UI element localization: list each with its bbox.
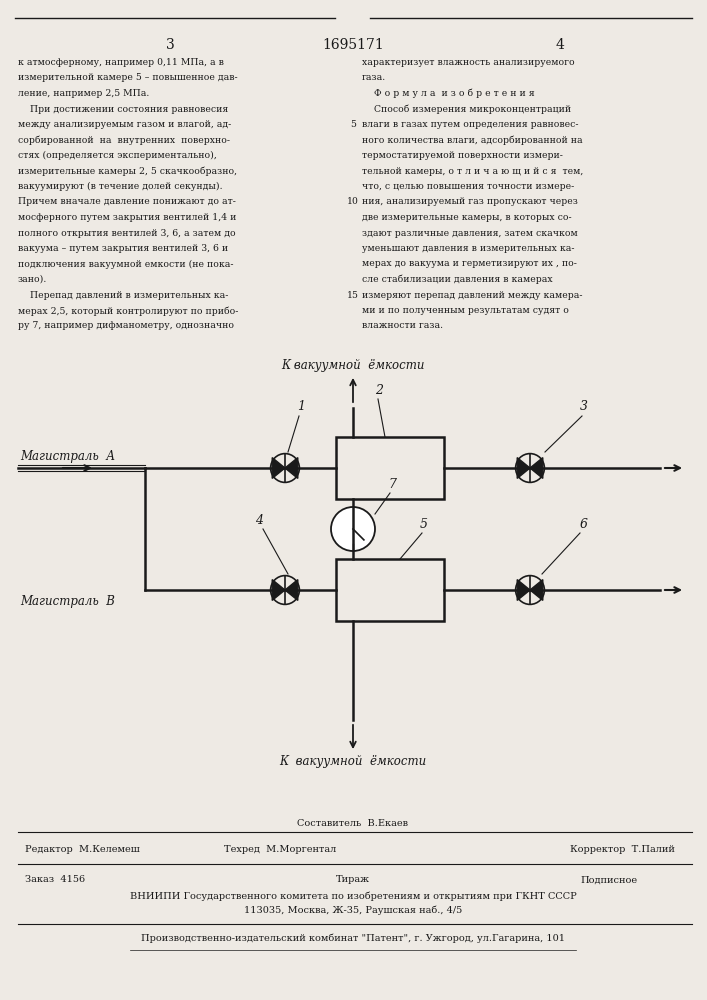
Text: что, с целью повышения точности измере-: что, с целью повышения точности измере- — [362, 182, 574, 191]
Text: мерах до вакуума и герметизируют их , по-: мерах до вакуума и герметизируют их , по… — [362, 259, 577, 268]
Text: измеряют перепад давлений между камера-: измеряют перепад давлений между камера- — [362, 290, 583, 300]
Text: между анализируемым газом и влагой, ад-: между анализируемым газом и влагой, ад- — [18, 120, 231, 129]
Polygon shape — [272, 580, 285, 600]
Text: Корректор  Т.Палий: Корректор Т.Палий — [570, 846, 675, 854]
Text: Техред  М.Моргентал: Техред М.Моргентал — [224, 846, 336, 854]
Text: влажности газа.: влажности газа. — [362, 322, 443, 330]
Text: 2: 2 — [375, 384, 383, 397]
Text: Заказ  4156: Заказ 4156 — [25, 876, 85, 884]
Text: две измерительные камеры, в которых со-: две измерительные камеры, в которых со- — [362, 213, 572, 222]
Text: Причем вначале давление понижают до ат-: Причем вначале давление понижают до ат- — [18, 198, 236, 207]
Text: 113035, Москва, Ж-35, Раушская наб., 4/5: 113035, Москва, Ж-35, Раушская наб., 4/5 — [244, 905, 462, 915]
Text: 1695171: 1695171 — [322, 38, 384, 52]
Text: ми и по полученным результатам судят о: ми и по полученным результатам судят о — [362, 306, 569, 315]
Text: стях (определяется экспериментально),: стях (определяется экспериментально), — [18, 151, 217, 160]
Text: характеризует влажность анализируемого: характеризует влажность анализируемого — [362, 58, 575, 67]
Text: вакуумируют (в течение долей секунды).: вакуумируют (в течение долей секунды). — [18, 182, 223, 191]
Text: 15: 15 — [347, 290, 359, 300]
Polygon shape — [285, 580, 298, 600]
Text: к атмосферному, например 0,11 МПа, а в: к атмосферному, например 0,11 МПа, а в — [18, 58, 224, 67]
Polygon shape — [285, 458, 298, 478]
Text: Перепад давлений в измерительных ка-: Перепад давлений в измерительных ка- — [18, 290, 228, 300]
Text: ния, анализируемый газ пропускают через: ния, анализируемый газ пропускают через — [362, 198, 578, 207]
Text: тельной камеры, о т л и ч а ю щ и й с я  тем,: тельной камеры, о т л и ч а ю щ и й с я … — [362, 166, 583, 176]
Text: 7: 7 — [388, 478, 396, 491]
Polygon shape — [272, 458, 285, 478]
Text: термостатируемой поверхности измери-: термостатируемой поверхности измери- — [362, 151, 563, 160]
Text: Составитель  В.Екаев: Составитель В.Екаев — [298, 819, 409, 828]
Text: Производственно-издательский комбинат "Патент", г. Ужгород, ул.Гагарина, 101: Производственно-издательский комбинат "П… — [141, 933, 565, 943]
Text: сорбированной  на  внутренних  поверхно-: сорбированной на внутренних поверхно- — [18, 135, 230, 145]
Text: вакуума – путем закрытия вентилей 3, 6 и: вакуума – путем закрытия вентилей 3, 6 и — [18, 244, 228, 253]
Text: подключения вакуумной емкости (не пока-: подключения вакуумной емкости (не пока- — [18, 259, 233, 269]
Polygon shape — [518, 580, 530, 600]
Text: сле стабилизации давления в камерах: сле стабилизации давления в камерах — [362, 275, 553, 284]
Text: измерительной камере 5 – повышенное дав-: измерительной камере 5 – повышенное дав- — [18, 74, 238, 83]
Text: здают различные давления, затем скачком: здают различные давления, затем скачком — [362, 229, 578, 237]
Text: мосферного путем закрытия вентилей 1,4 и: мосферного путем закрытия вентилей 1,4 и — [18, 213, 236, 222]
Bar — [336, 559, 444, 621]
Text: Тираж: Тираж — [336, 876, 370, 884]
Text: ВНИИПИ Государственного комитета по изобретениям и открытиям при ГКНТ СССР: ВНИИПИ Государственного комитета по изоб… — [129, 891, 576, 901]
Text: ру 7, например дифманометру, однозначно: ру 7, например дифманометру, однозначно — [18, 322, 234, 330]
Text: ление, например 2,5 МПа.: ление, например 2,5 МПа. — [18, 89, 149, 98]
Text: газа.: газа. — [362, 74, 386, 83]
Text: 5: 5 — [350, 120, 356, 129]
Text: 10: 10 — [347, 198, 359, 207]
Text: 4: 4 — [556, 38, 564, 52]
Text: Способ измерения микроконцентраций: Способ измерения микроконцентраций — [362, 104, 571, 114]
Polygon shape — [530, 458, 543, 478]
Text: мерах 2,5, который контролируют по прибо-: мерах 2,5, который контролируют по прибо… — [18, 306, 238, 316]
Text: полного открытия вентилей 3, 6, а затем до: полного открытия вентилей 3, 6, а затем … — [18, 229, 235, 237]
Text: уменьшают давления в измерительных ка-: уменьшают давления в измерительных ка- — [362, 244, 575, 253]
Text: 1: 1 — [297, 400, 305, 413]
Text: Редактор  М.Келемеш: Редактор М.Келемеш — [25, 846, 140, 854]
Text: Подписное: Подписное — [580, 876, 637, 884]
Text: К  вакуумной  ёмкости: К вакуумной ёмкости — [279, 755, 426, 768]
Text: Магистраль  В: Магистраль В — [20, 595, 115, 608]
Bar — [336, 437, 444, 499]
Polygon shape — [530, 580, 543, 600]
Text: влаги в газах путем определения равновес-: влаги в газах путем определения равновес… — [362, 120, 578, 129]
Polygon shape — [518, 458, 530, 478]
Text: 4: 4 — [255, 514, 263, 527]
Text: Ф о р м у л а  и з о б р е т е н и я: Ф о р м у л а и з о б р е т е н и я — [362, 89, 534, 99]
Text: измерительные камеры 2, 5 скачкообразно,: измерительные камеры 2, 5 скачкообразно, — [18, 166, 237, 176]
Text: зано).: зано). — [18, 275, 47, 284]
Text: 3: 3 — [580, 400, 588, 413]
Circle shape — [331, 507, 375, 551]
Text: При достижении состояния равновесия: При достижении состояния равновесия — [18, 104, 228, 113]
Text: Магистраль  А: Магистраль А — [20, 450, 115, 463]
Text: К вакуумной  ёмкости: К вакуумной ёмкости — [281, 359, 425, 372]
Text: ного количества влаги, адсорбированной на: ного количества влаги, адсорбированной н… — [362, 135, 583, 145]
Text: 5: 5 — [420, 518, 428, 531]
Text: 6: 6 — [580, 518, 588, 531]
Text: 3: 3 — [165, 38, 175, 52]
